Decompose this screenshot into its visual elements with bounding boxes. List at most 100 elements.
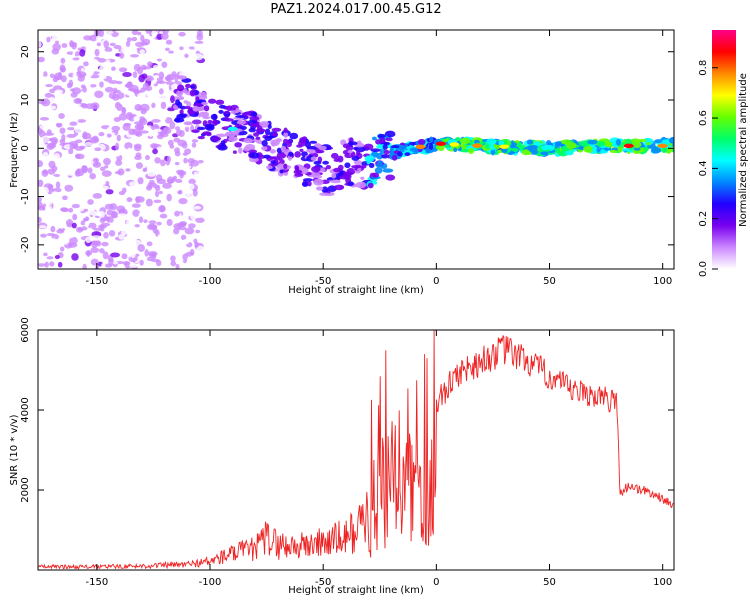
spectrogram-cell (453, 147, 458, 153)
spectrogram-cell (215, 99, 225, 105)
spectrogram-cell (85, 84, 91, 89)
spectrogram-cell (429, 136, 434, 143)
spectrogram-cell (126, 197, 133, 203)
spectrogram-cell (160, 32, 169, 40)
spectrogram-cell (637, 138, 647, 143)
spectrogram-cell (330, 152, 339, 159)
spectrogram-cell (166, 155, 172, 163)
spectrogram-cell (271, 127, 282, 132)
spectrogram-cell (298, 140, 307, 147)
spectrogram-cell (153, 199, 162, 203)
spectrogram-cell (218, 104, 226, 109)
spectrogram-cell (56, 229, 65, 234)
spectrogram-cell (334, 184, 345, 191)
spectrogram-cell (186, 198, 195, 206)
spectrogram-cell (71, 222, 77, 229)
spectrogram-cell (87, 199, 94, 205)
spectrogram-cell (200, 101, 208, 106)
spectrogram-cell (50, 136, 59, 145)
spectrogram-cell (603, 141, 613, 147)
spectrogram-cell (99, 116, 108, 123)
spectrogram-cell (227, 131, 236, 138)
spectrogram-cell (178, 129, 185, 138)
spectrogram-cell (156, 146, 166, 153)
spectrogram-cell (79, 49, 86, 57)
spectrogram-cell (46, 105, 57, 110)
spectrogram-cell (170, 65, 180, 69)
spectrogram-cell (38, 216, 42, 223)
spectrogram-cell (333, 167, 342, 173)
spectrogram-cell (38, 225, 47, 229)
spectrogram-cell (220, 140, 226, 147)
spectrogram-cell (69, 41, 78, 48)
spectrogram-y-tick-label: 0 (20, 145, 31, 151)
spectrogram-cell (521, 149, 530, 156)
spectrogram-cell (279, 168, 284, 174)
spectrogram-cell (148, 220, 157, 225)
spectrogram-cell (62, 54, 72, 58)
spectrogram-cell (117, 213, 127, 218)
spectrogram-y-tick-label: -20 (20, 237, 31, 253)
spectrogram-cell (145, 125, 153, 130)
spectrogram-cell (191, 129, 200, 133)
spectrogram-cell (141, 73, 148, 79)
spectrogram-cell (116, 186, 121, 191)
spectrogram-cell (184, 46, 190, 53)
spectrogram-cell (357, 167, 362, 172)
spectrogram-cell (170, 260, 177, 267)
spectrogram-x-tick-label: 50 (543, 276, 556, 287)
spectrogram-cell (164, 117, 173, 124)
spectrogram-cell (133, 145, 142, 152)
spectrogram-cell (190, 254, 198, 262)
spectrogram-cell (84, 120, 90, 127)
spectrogram-cell (157, 234, 162, 240)
spectrogram-cell (159, 213, 168, 219)
spectrogram-cell (215, 133, 227, 137)
spectrogram-cell (321, 186, 329, 194)
spectrogram-cell (135, 162, 143, 169)
spectrogram-cell (187, 183, 195, 190)
spectrogram-cell (80, 220, 86, 226)
spectrogram-cell (79, 197, 86, 204)
spectrogram-cell (71, 253, 79, 261)
spectrogram-cell (103, 157, 111, 166)
spectrogram-x-tick-label: 0 (433, 276, 439, 287)
spectrogram-cell (85, 45, 94, 54)
spectrogram-cell (243, 146, 251, 152)
spectrogram-cell (44, 132, 55, 136)
spectrogram-cell (179, 109, 184, 115)
spectrogram-cell (191, 119, 202, 125)
spectrogram-cell (99, 65, 106, 74)
spectrogram-cell (150, 39, 160, 45)
spectrogram-cell (183, 121, 193, 126)
spectrogram-cell (60, 75, 67, 83)
spectrogram-cell (61, 240, 69, 245)
spectrogram-cell (249, 152, 260, 159)
spectrogram-cell (40, 186, 49, 195)
spectrogram-cell (196, 245, 205, 253)
spectrogram-cell (163, 71, 171, 75)
spectrogram-cell (238, 147, 243, 154)
spectrogram-cell (49, 60, 56, 67)
spectrogram-cell (313, 178, 324, 186)
spectrogram-cell (263, 154, 271, 159)
spectrogram-cell (174, 147, 180, 154)
spectrogram-cell (85, 180, 91, 185)
spectrogram-cell (104, 263, 112, 268)
spectrogram-cell (38, 41, 42, 48)
spectrogram-cell (249, 122, 260, 127)
spectrogram-cell (99, 217, 106, 224)
spectrogram-cell (138, 216, 144, 223)
spectrogram-cell (113, 117, 121, 123)
spectrogram-cell (250, 111, 258, 117)
spectrogram-cell (69, 121, 78, 126)
spectrogram-cell (276, 152, 287, 159)
spectrogram-cell (140, 34, 145, 43)
spectrogram-cell (343, 171, 354, 176)
spectrogram-cell (103, 231, 109, 239)
spectrogram-cell (135, 130, 143, 137)
spectrogram-cell (104, 47, 113, 53)
spectrogram-cell (356, 140, 362, 145)
colorbar: 0.0 0.2 0.4 0.6 0.8 Normalized spectral ampl… (698, 30, 749, 277)
